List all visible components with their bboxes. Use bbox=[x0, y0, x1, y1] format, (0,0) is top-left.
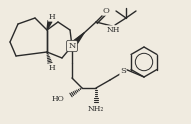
Text: N: N bbox=[68, 42, 76, 50]
Text: H: H bbox=[49, 64, 55, 72]
Text: O: O bbox=[103, 7, 109, 15]
Text: H: H bbox=[49, 13, 55, 21]
Polygon shape bbox=[74, 33, 84, 43]
Polygon shape bbox=[47, 20, 52, 30]
Text: NH₂: NH₂ bbox=[88, 105, 104, 113]
Text: NH: NH bbox=[106, 26, 120, 34]
Text: HO: HO bbox=[51, 95, 64, 103]
Text: S: S bbox=[120, 67, 126, 75]
